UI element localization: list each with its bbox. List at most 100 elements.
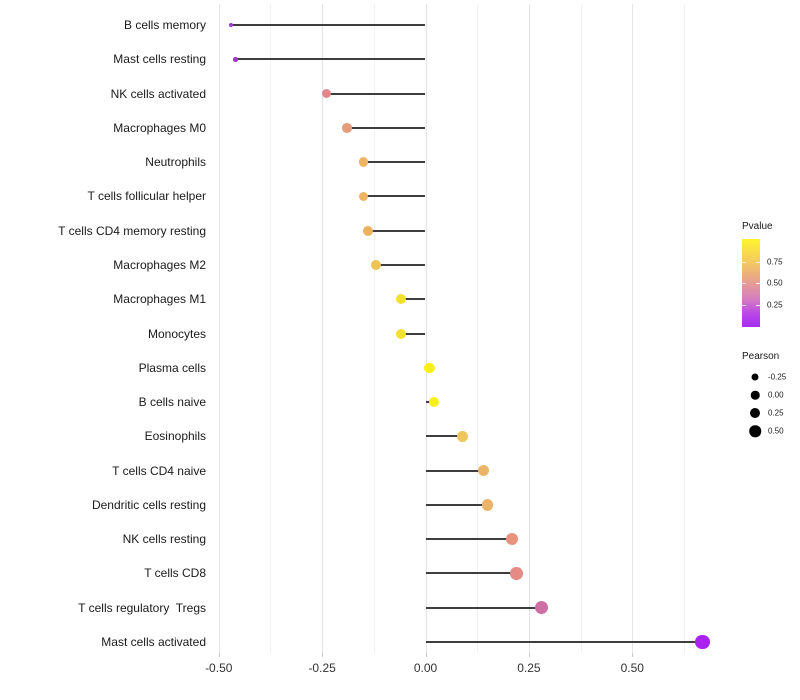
lollipop-segment: [425, 538, 513, 541]
y-axis-label: T cells follicular helper: [87, 189, 207, 204]
pvalue-tick-label: 0.25: [767, 300, 783, 310]
lollipop-dot: [510, 567, 523, 580]
x-axis-tick-label: 0.00: [413, 661, 438, 675]
pearson-legend-label: -0.25: [768, 372, 787, 382]
lollipop-dot: [477, 464, 490, 477]
pearson-legend-entry: 0.50: [742, 422, 800, 440]
minor-gridline: [270, 4, 272, 653]
y-axis-label: Macrophages M2: [113, 257, 206, 272]
lollipop-dot: [233, 57, 238, 62]
lollipop-dot: [358, 157, 369, 167]
lollipop-segment: [363, 195, 426, 198]
y-axis-label: Mast cells activated: [101, 635, 206, 650]
lollipop-dot: [358, 191, 369, 202]
y-axis-label: B cells memory: [123, 18, 206, 32]
y-axis-label: Dendritic cells resting: [91, 497, 206, 512]
pvalue-gradient-tick: [742, 283, 746, 284]
pearson-legend-label: 0.00: [768, 390, 784, 400]
lollipop-dot: [370, 259, 381, 270]
x-axis-tick-label: -0.50: [205, 661, 233, 675]
minor-gridline: [477, 4, 479, 653]
lollipop-segment: [375, 263, 426, 266]
x-axis-tick-label: 0.50: [620, 661, 644, 675]
pearson-legend-entries: -0.25 0.00 0.25 0.50: [742, 368, 800, 440]
y-axis-label: Eosinophils: [144, 429, 206, 444]
pearson-legend-label: 0.25: [768, 408, 784, 418]
pearson-legend-dot: [751, 373, 759, 381]
lollipop-dot: [695, 634, 710, 650]
x-axis-tick: [632, 653, 634, 657]
lollipop-dot: [481, 499, 494, 511]
x-axis-tick: [218, 653, 220, 657]
pvalue-gradient-tick: [756, 305, 760, 306]
lollipop-segment: [400, 298, 426, 301]
y-axis-label: Mast cells resting: [113, 52, 206, 67]
y-axis-label: Macrophages M0: [113, 120, 206, 135]
y-axis-label: T cells CD4 naive: [112, 463, 206, 478]
lollipop-dot: [424, 362, 435, 374]
y-axis-label: Neutrophils: [145, 155, 206, 170]
lollipop-segment: [425, 469, 484, 472]
pearson-legend-label: 0.50: [768, 426, 784, 436]
lollipop-dot: [428, 396, 440, 408]
y-axis-label: T cells CD8: [144, 566, 206, 581]
pearson-legend-dot: [750, 390, 760, 400]
pvalue-gradient-wrap: 0.75 0.50 0.25: [742, 239, 783, 327]
x-axis-tick-label: 0.25: [517, 661, 541, 675]
y-axis-label: T cells regulatory Tregs: [78, 600, 206, 615]
lollipop-segment: [425, 503, 488, 506]
pvalue-legend-title: Pvalue: [742, 221, 773, 232]
pvalue-legend: Pvalue 0.75 0.50 0.25: [742, 221, 800, 327]
pvalue-gradient-tick: [756, 261, 760, 263]
lollipop-dot: [457, 430, 469, 442]
y-axis-label: T cells CD4 memory resting: [58, 223, 206, 238]
lollipop-segment: [425, 572, 517, 575]
y-axis-label: NK cells resting: [122, 532, 206, 547]
lollipop-segment: [367, 229, 426, 232]
lollipop-segment: [363, 161, 426, 164]
x-axis-tick: [528, 653, 530, 657]
lollipop-segment: [425, 435, 463, 438]
minor-gridline: [683, 4, 685, 653]
pvalue-gradient-tick: [756, 283, 760, 284]
minor-gridline: [373, 4, 375, 653]
major-gridline: [322, 4, 324, 653]
pvalue-gradient-bar: [742, 239, 760, 327]
lollipop-segment: [425, 641, 703, 644]
x-axis-tick: [322, 653, 324, 657]
pvalue-gradient-tick: [742, 305, 746, 306]
lollipop-dot: [342, 123, 352, 133]
lollipop-segment: [425, 606, 542, 609]
lollipop-dot: [321, 89, 331, 99]
pearson-legend-title: Pearson: [742, 351, 780, 362]
y-axis-label: Macrophages M1: [113, 292, 206, 307]
lollipop-segment: [231, 24, 426, 26]
y-axis-label: Plasma cells: [138, 360, 206, 375]
lollipop-segment: [400, 332, 426, 335]
y-axis-label: Monocytes: [147, 326, 206, 341]
pearson-legend: Pearson -0.25 0.00 0.25 0.50: [742, 351, 800, 440]
lollipop-dot: [395, 328, 406, 339]
pearson-legend-entry: 0.00: [742, 386, 800, 404]
pearson-legend-entry: -0.25: [742, 368, 800, 386]
major-gridline: [425, 4, 427, 653]
major-gridline: [218, 4, 220, 653]
pearson-legend-dot: [749, 425, 761, 437]
x-axis-tick-label: -0.25: [308, 661, 336, 675]
lollipop-segment: [326, 92, 426, 95]
pvalue-tick-label: 0.50: [767, 278, 783, 288]
y-axis-label: NK cells activated: [110, 86, 206, 101]
lollipop-dot: [506, 533, 519, 546]
major-gridline: [632, 4, 634, 653]
lollipop-dot: [228, 22, 234, 28]
x-axis-tick: [425, 653, 427, 657]
major-gridline: [528, 4, 530, 653]
pearson-legend-dot: [750, 408, 760, 418]
lollipop-segment: [346, 126, 426, 129]
plot-panel: [210, 4, 730, 653]
pvalue-gradient-tick: [742, 261, 746, 263]
lollipop-dot: [534, 601, 548, 615]
pvalue-tick-label: 0.75: [767, 257, 783, 267]
minor-gridline: [580, 4, 582, 653]
